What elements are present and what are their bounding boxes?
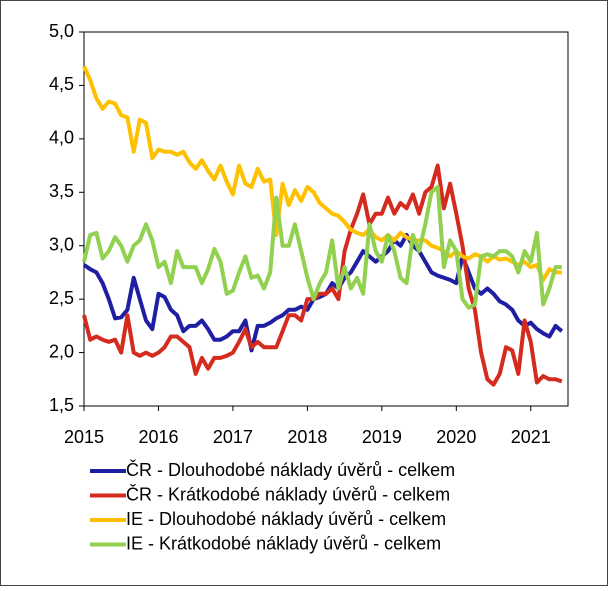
legend-label: ČR - Dlouhodobé náklady úvěrů - celkem	[126, 459, 455, 480]
x-tick-label: 2017	[213, 427, 253, 447]
x-tick-label: 2020	[436, 427, 476, 447]
x-tick-label: 2018	[287, 427, 327, 447]
legend-label: ČR - Krátkodobé náklady úvěrů - celkem	[126, 483, 450, 504]
x-tick-label: 2015	[64, 427, 104, 447]
legend-label: IE - Dlouhodobé náklady úvěrů - celkem	[126, 509, 446, 529]
y-tick-label: 2,0	[49, 341, 74, 361]
plot-area	[83, 31, 569, 407]
legend-label: IE - Krátkodobé náklady úvěrů - celkem	[126, 533, 441, 553]
y-tick-label: 1,5	[49, 395, 74, 415]
y-tick-label: 2,5	[49, 288, 74, 308]
x-tick-label: 2019	[362, 427, 402, 447]
x-tick-label: 2021	[511, 427, 551, 447]
y-tick-label: 4,0	[49, 128, 74, 148]
y-tick-label: 3,0	[49, 234, 74, 254]
series-line	[82, 163, 563, 387]
y-tick-label: 3,5	[49, 181, 74, 201]
y-tick-label: 5,0	[49, 21, 74, 41]
y-tick-label: 4,5	[49, 74, 74, 94]
series-line	[82, 184, 562, 310]
x-tick-label: 2016	[138, 427, 178, 447]
